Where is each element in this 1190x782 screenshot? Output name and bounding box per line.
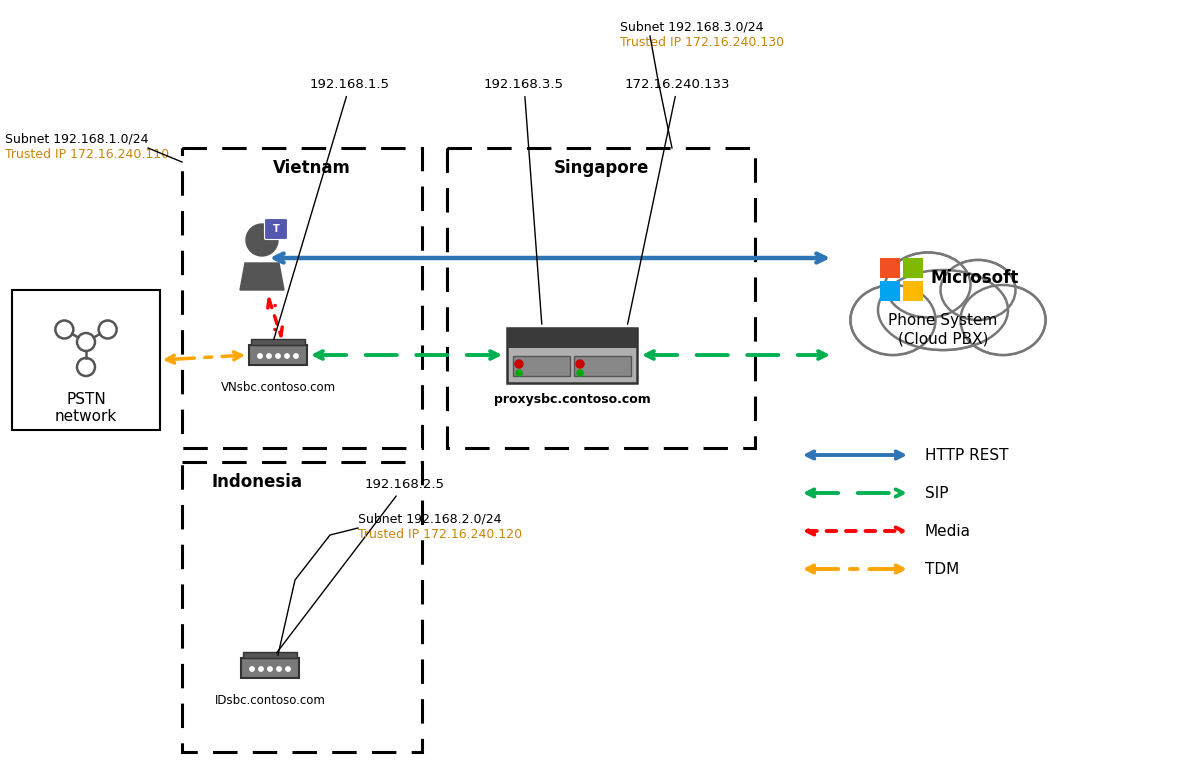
Ellipse shape xyxy=(885,253,971,317)
Ellipse shape xyxy=(878,270,1008,350)
Text: Trusted IP 172.16.240.130: Trusted IP 172.16.240.130 xyxy=(620,36,784,49)
Text: 192.168.2.5: 192.168.2.5 xyxy=(277,478,445,653)
Ellipse shape xyxy=(960,285,1046,355)
Text: 172.16.240.133: 172.16.240.133 xyxy=(625,78,731,325)
Circle shape xyxy=(515,360,522,368)
Ellipse shape xyxy=(851,285,935,355)
FancyBboxPatch shape xyxy=(249,345,307,365)
Circle shape xyxy=(277,667,281,671)
Circle shape xyxy=(258,667,263,671)
FancyBboxPatch shape xyxy=(264,218,288,239)
Bar xyxy=(903,281,923,301)
Circle shape xyxy=(284,353,289,358)
FancyBboxPatch shape xyxy=(574,356,631,376)
Ellipse shape xyxy=(852,286,934,354)
Text: HTTP REST: HTTP REST xyxy=(925,447,1008,462)
Text: 192.168.3.5: 192.168.3.5 xyxy=(484,78,564,325)
FancyBboxPatch shape xyxy=(507,328,637,382)
Polygon shape xyxy=(240,263,284,290)
Text: Subnet 192.168.2.0/24: Subnet 192.168.2.0/24 xyxy=(358,512,501,525)
Text: (Cloud PBX): (Cloud PBX) xyxy=(897,331,988,346)
Text: T: T xyxy=(273,224,280,234)
Circle shape xyxy=(516,370,522,376)
Text: Indonesia: Indonesia xyxy=(212,473,302,491)
Circle shape xyxy=(258,353,262,358)
Text: TDM: TDM xyxy=(925,561,959,576)
FancyBboxPatch shape xyxy=(507,328,637,349)
FancyBboxPatch shape xyxy=(251,339,305,345)
Text: Subnet 192.168.1.0/24: Subnet 192.168.1.0/24 xyxy=(5,132,149,145)
Text: proxysbc.contoso.com: proxysbc.contoso.com xyxy=(494,393,651,406)
Circle shape xyxy=(576,360,584,368)
Text: Trusted IP 172.16.240.110: Trusted IP 172.16.240.110 xyxy=(5,148,169,161)
Circle shape xyxy=(294,353,299,358)
Circle shape xyxy=(250,667,255,671)
FancyBboxPatch shape xyxy=(242,658,299,678)
Circle shape xyxy=(267,353,271,358)
FancyBboxPatch shape xyxy=(513,356,570,376)
Text: IDsbc.contoso.com: IDsbc.contoso.com xyxy=(214,694,325,707)
Text: Trusted IP 172.16.240.120: Trusted IP 172.16.240.120 xyxy=(358,528,522,541)
Text: Microsoft: Microsoft xyxy=(931,269,1020,287)
Circle shape xyxy=(276,353,280,358)
Circle shape xyxy=(246,224,278,256)
Ellipse shape xyxy=(879,271,1007,349)
Text: PSTN
network: PSTN network xyxy=(55,392,117,424)
Circle shape xyxy=(268,667,273,671)
Text: VNsbc.contoso.com: VNsbc.contoso.com xyxy=(220,381,336,394)
Text: Singapore: Singapore xyxy=(553,159,649,177)
Bar xyxy=(879,281,900,301)
FancyBboxPatch shape xyxy=(243,652,298,658)
Ellipse shape xyxy=(940,260,1015,320)
Text: Media: Media xyxy=(925,523,971,539)
Ellipse shape xyxy=(962,286,1045,354)
Text: 192.168.1.5: 192.168.1.5 xyxy=(274,78,390,339)
Text: Subnet 192.168.3.0/24: Subnet 192.168.3.0/24 xyxy=(620,20,764,33)
Bar xyxy=(879,258,900,278)
Text: Phone System: Phone System xyxy=(888,313,997,328)
Ellipse shape xyxy=(887,253,970,317)
Text: Vietnam: Vietnam xyxy=(273,159,351,177)
Circle shape xyxy=(286,667,290,671)
Circle shape xyxy=(577,370,583,376)
Ellipse shape xyxy=(941,261,1015,319)
Bar xyxy=(903,258,923,278)
Text: SIP: SIP xyxy=(925,486,948,500)
